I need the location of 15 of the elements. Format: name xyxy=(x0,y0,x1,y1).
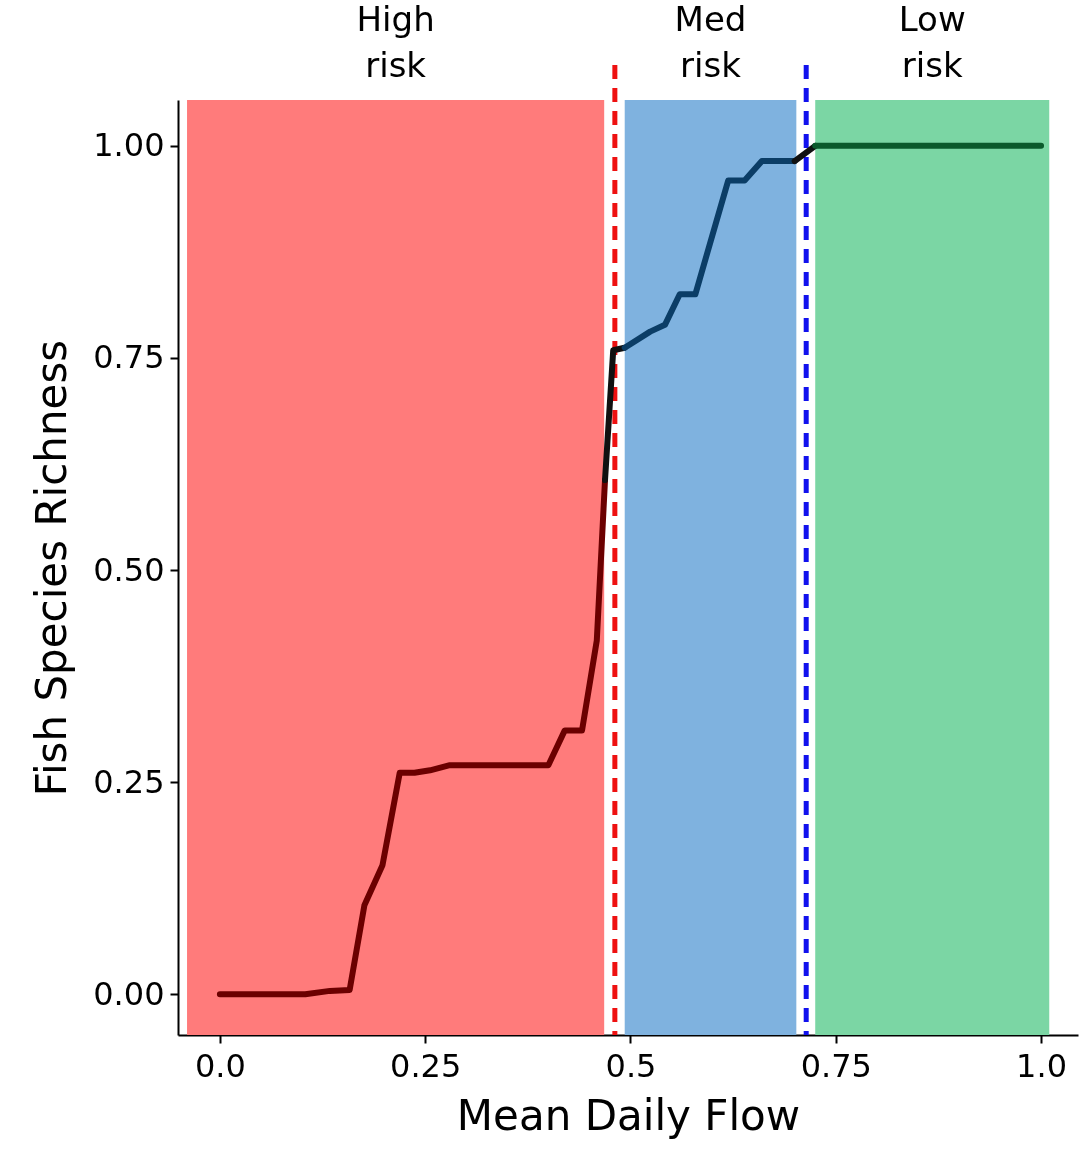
y-tick-label: 1.00 xyxy=(93,126,165,165)
y-tick-label: 0.00 xyxy=(93,974,165,1013)
x-tick-label: 0.0 xyxy=(194,1046,246,1085)
y-tick-label: 0.25 xyxy=(93,762,165,801)
x-tick-label: 0.25 xyxy=(390,1046,462,1085)
y-tick-label: 0.75 xyxy=(93,338,165,377)
x-tick-label: 1.0 xyxy=(1016,1046,1067,1085)
band-label: Low risk xyxy=(898,0,966,85)
band-label: High risk xyxy=(356,0,435,85)
y-axis-title: Fish Species Richness xyxy=(27,339,77,797)
x-axis-title: Mean Daily Flow xyxy=(456,1090,801,1140)
x-tick-label: 0.75 xyxy=(800,1046,872,1085)
band-label: Med risk xyxy=(674,0,747,85)
x-tick-label: 0.5 xyxy=(605,1046,657,1085)
y-tick-label: 0.50 xyxy=(93,550,165,589)
